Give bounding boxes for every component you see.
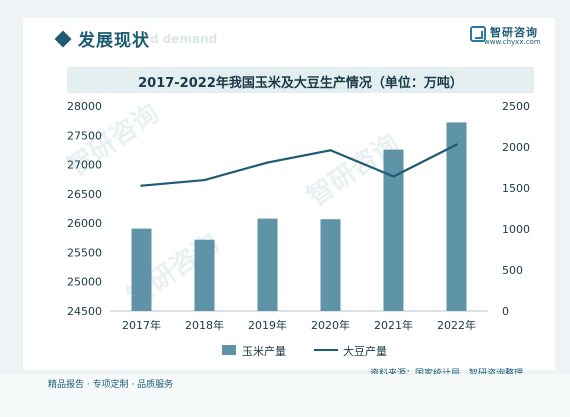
y-left-tick-label: 24500 (67, 305, 102, 318)
y-right-tick-label: 500 (502, 264, 523, 277)
section-title-shadow-text: d demand (150, 32, 218, 46)
x-tick-label: 2019年 (248, 318, 287, 332)
x-tick-label: 2022年 (437, 318, 476, 332)
y-left-tick-label: 28000 (67, 100, 102, 113)
chyxx-logo-icon (470, 26, 486, 42)
logo-url: www.chyxx.com (484, 38, 541, 46)
chart-title: 2017-2022年我国玉米及大豆生产情况（单位：万吨） (138, 76, 463, 91)
x-tick-label: 2021年 (374, 318, 413, 332)
point-soybean (392, 175, 395, 178)
y-left-tick-label: 25500 (67, 246, 102, 259)
footer-slogan: 精品报告 · 专项定制 · 品质服务 (48, 380, 174, 390)
y-right-tick-label: 2000 (502, 141, 530, 154)
point-soybean (329, 149, 332, 152)
y-right-tick-label: 2500 (502, 100, 530, 113)
bar-corn (383, 149, 404, 311)
legend-swatch-soybean (314, 349, 338, 351)
y-right-tick-label: 1500 (502, 182, 530, 195)
point-soybean (266, 161, 269, 164)
x-tick-label: 2018年 (185, 318, 224, 332)
y-left-tick-label: 25000 (67, 276, 102, 289)
point-soybean (203, 178, 206, 182)
bar-corn (194, 239, 215, 311)
logo-name: 智研咨询 (490, 26, 538, 39)
bar-corn (257, 218, 278, 311)
bar-corn (320, 219, 341, 311)
bar-corn (131, 228, 152, 311)
bar-corn (446, 122, 467, 312)
legend-swatch-corn (222, 345, 236, 355)
x-tick-label: 2017年 (122, 318, 161, 332)
section-title: 发展现状 (78, 31, 150, 51)
footer: 精品报告 · 专项定制 · 品质服务 (0, 374, 570, 417)
point-soybean (455, 143, 458, 146)
legend-label-corn: 玉米产量 (242, 345, 286, 358)
chart-title-bar: 2017-2022年我国玉米及大豆生产情况（单位：万吨） (67, 67, 534, 93)
y-right-tick-label: 0 (502, 305, 509, 318)
y-left-tick-label: 26000 (67, 217, 102, 230)
point-soybean (140, 184, 143, 187)
y-left-tick-label: 26500 (67, 188, 102, 201)
y-right-tick-label: 1000 (502, 223, 530, 236)
y-left-tick-label: 27500 (67, 129, 102, 142)
line-soybean (141, 143, 457, 187)
y-left-tick-label: 27000 (67, 159, 102, 172)
x-tick-label: 2020年 (311, 318, 350, 332)
legend-label-soybean: 大豆产量 (343, 345, 387, 358)
